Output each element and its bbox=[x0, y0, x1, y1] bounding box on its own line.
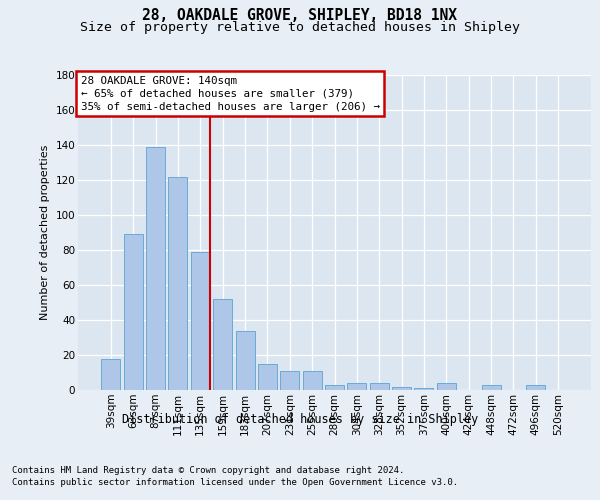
Bar bbox=[236, 330, 254, 390]
Bar bbox=[325, 385, 344, 390]
Bar bbox=[124, 234, 143, 390]
Bar bbox=[437, 383, 456, 390]
Text: Contains HM Land Registry data © Crown copyright and database right 2024.: Contains HM Land Registry data © Crown c… bbox=[12, 466, 404, 475]
Bar bbox=[280, 371, 299, 390]
Text: Distribution of detached houses by size in Shipley: Distribution of detached houses by size … bbox=[122, 412, 478, 426]
Bar bbox=[101, 358, 121, 390]
Bar bbox=[146, 147, 165, 390]
Bar bbox=[482, 385, 500, 390]
Bar bbox=[415, 388, 433, 390]
Bar bbox=[169, 176, 187, 390]
Bar bbox=[370, 383, 389, 390]
Bar bbox=[392, 386, 411, 390]
Y-axis label: Number of detached properties: Number of detached properties bbox=[40, 145, 50, 320]
Text: Size of property relative to detached houses in Shipley: Size of property relative to detached ho… bbox=[80, 21, 520, 34]
Bar bbox=[258, 364, 277, 390]
Text: Contains public sector information licensed under the Open Government Licence v3: Contains public sector information licen… bbox=[12, 478, 458, 487]
Text: 28 OAKDALE GROVE: 140sqm
← 65% of detached houses are smaller (379)
35% of semi-: 28 OAKDALE GROVE: 140sqm ← 65% of detach… bbox=[80, 76, 380, 112]
Bar bbox=[347, 383, 367, 390]
Bar bbox=[526, 385, 545, 390]
Bar bbox=[191, 252, 210, 390]
Bar bbox=[302, 371, 322, 390]
Bar bbox=[213, 299, 232, 390]
Text: 28, OAKDALE GROVE, SHIPLEY, BD18 1NX: 28, OAKDALE GROVE, SHIPLEY, BD18 1NX bbox=[143, 8, 458, 22]
